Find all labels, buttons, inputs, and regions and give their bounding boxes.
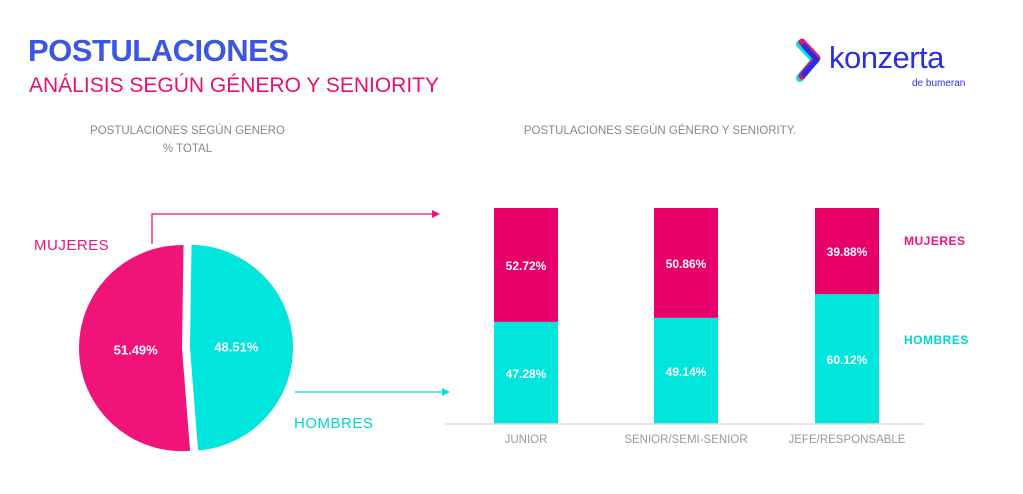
- bar-data-label: 47.28%: [506, 367, 547, 381]
- bar-data-label: 52.72%: [506, 259, 547, 273]
- pie-data-label: 48.51%: [214, 339, 259, 354]
- logo-text: konzerta: [829, 40, 944, 75]
- konzerta-logo: [795, 38, 995, 98]
- x-tick-label: SENIOR/SEMI-SENIOR: [624, 434, 747, 446]
- stacked-bar-chart: 47.28% 52.72% JUNIOR 49.14% 50.86% SENIOR/SEM…: [494, 208, 906, 446]
- x-tick-label: JUNIOR: [505, 434, 548, 446]
- bar-hombres-1: [654, 317, 718, 424]
- bar-mujeres-2: [815, 208, 879, 295]
- page-subtitle: ANÁLISIS SEGÚN GÉNERO Y SENIORITY: [29, 74, 440, 97]
- bar-data-label: 60.12%: [827, 353, 868, 367]
- hombres-arrowhead-icon: [442, 388, 450, 396]
- pie-legend-mujeres: MUJERES: [34, 237, 109, 254]
- bar-mujeres-1: [654, 208, 718, 318]
- pie-legend-hombres: HOMBRES: [294, 415, 373, 432]
- bar-legend-hombres: HOMBRES: [904, 333, 969, 347]
- mujeres-arrowhead-icon: [432, 210, 440, 218]
- bar-hombres-2: [815, 294, 879, 424]
- pie-data-label: 51.49%: [114, 343, 159, 358]
- bar-data-label: 49.14%: [666, 365, 707, 379]
- logo-subtext: de bumeran: [912, 78, 966, 89]
- page-title: POSTULACIONES: [28, 33, 289, 68]
- pie-chart: 51.49% 48.51%: [79, 244, 293, 452]
- bar-hombres-0: [494, 321, 558, 424]
- logo-chevron-icon: [796, 38, 821, 82]
- pie-slice-mujeres: [79, 245, 191, 452]
- x-tick-label: JEFE/RESPONSABLE: [789, 434, 906, 446]
- pie-title: POSTULACIONES SEGÚN GENERO: [90, 125, 285, 137]
- bar-data-label: 39.88%: [827, 245, 868, 259]
- pie-slice-hombres: [189, 244, 293, 451]
- pie-subtitle: % TOTAL: [162, 143, 213, 155]
- bar-data-label: 50.86%: [666, 257, 707, 271]
- bar-mujeres-0: [494, 208, 558, 322]
- mujeres-connector-arrow: [151, 213, 432, 244]
- bar-title: POSTULACIONES SEGÚN GÉNERO Y SENIORITY.: [523, 125, 797, 137]
- bar-legend-mujeres: MUJERES: [904, 234, 966, 248]
